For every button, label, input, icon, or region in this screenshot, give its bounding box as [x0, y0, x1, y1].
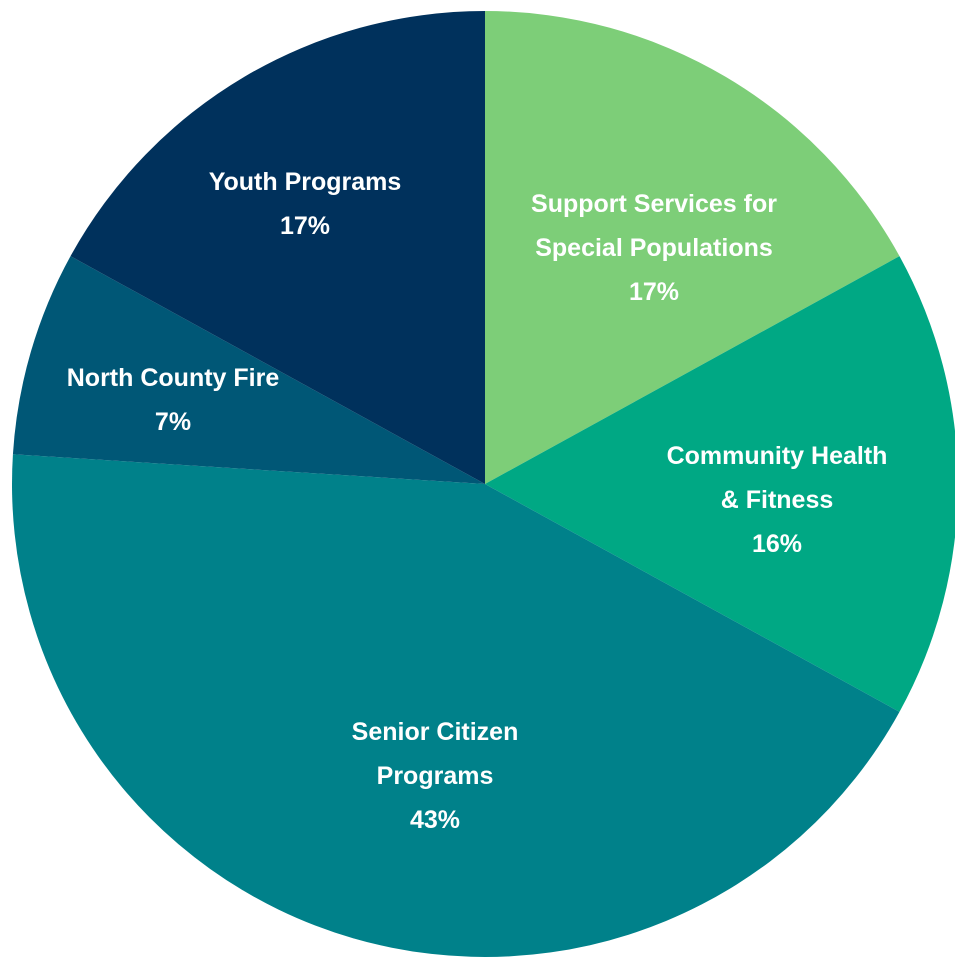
pie-slice-0: [485, 11, 900, 484]
pie-slice-percent: 16%: [752, 530, 802, 558]
pie-slice-label-line: & Fitness: [721, 486, 834, 514]
pie-slice-3: [12, 256, 486, 484]
pie-slice-percent: 17%: [280, 212, 330, 240]
pie-slice-percent: 43%: [410, 806, 460, 834]
pie-slice-label-line: Special Populations: [535, 234, 773, 262]
pie-slice-label-0: Support Services for Special Populations 1…: [531, 190, 777, 306]
pie-slice-label-1: Community Health & Fitness 16%: [667, 442, 888, 558]
pie-slice-label-2: Senior Citizen Programs 43%: [352, 718, 519, 834]
pie-slice-2: [11, 454, 900, 958]
pie-slice-percent: 7%: [155, 408, 191, 436]
pie-labels: Support Services for Special Populations 1…: [67, 168, 888, 834]
pie-slice-4: [70, 11, 485, 484]
pie-slice-label-3: North County Fire 7%: [67, 364, 280, 436]
pie-slice-label-line: Programs: [377, 762, 494, 790]
pie-slices: [11, 11, 955, 958]
pie-slice-percent: 17%: [629, 278, 679, 306]
pie-slice-label-line: North County Fire: [67, 364, 280, 392]
pie-slice-label-line: Senior Citizen: [352, 718, 519, 746]
pie-slice-label-line: Community Health: [667, 442, 888, 470]
pie-slice-label-line: Youth Programs: [209, 168, 402, 196]
pie-slice-1: [485, 256, 955, 712]
pie-slice-label-line: Support Services for: [531, 190, 777, 218]
pie-slice-label-4: Youth Programs 17%: [209, 168, 402, 240]
